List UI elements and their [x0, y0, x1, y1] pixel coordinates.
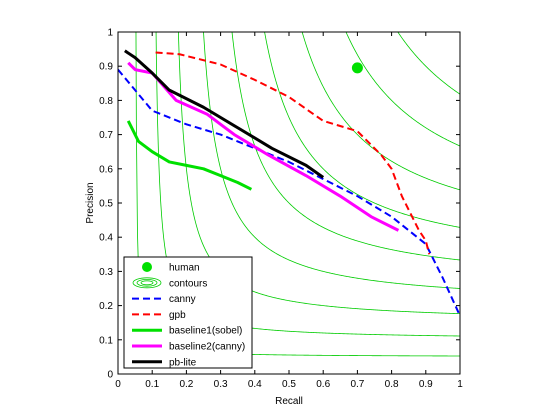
x-tick-label: 0.2	[179, 379, 193, 390]
series-line-canny	[118, 68, 460, 317]
contour-line	[203, 32, 460, 289]
legend-label-human: human	[169, 263, 200, 274]
legend-label-baseline1-sobel-: baseline1(sobel)	[169, 326, 242, 337]
series-layer	[118, 49, 460, 317]
x-tick-label: 0.9	[419, 379, 433, 390]
legend-label-pb-lite: pb-lite	[169, 357, 197, 368]
x-tick-label: 0.5	[282, 379, 296, 390]
y-tick-label: 0.1	[99, 335, 113, 346]
contour-line	[345, 32, 460, 147]
y-tick-label: 0.5	[99, 199, 113, 210]
legend-label-baseline2-canny-: baseline2(canny)	[169, 342, 245, 353]
series-line-pb-lite	[124, 49, 325, 179]
axis-ticks: 0 0.1 0.2 0.3 0.4 0.5 0.6 0.7 0.8 0.9 1 0 0.1 0.2 0.3 0…	[99, 28, 463, 391]
series-point-human	[351, 62, 363, 74]
y-tick-label: 0.8	[99, 96, 113, 107]
contour-line	[264, 32, 460, 228]
x-tick-label: 0.6	[316, 379, 330, 390]
legend: human contours canny gpb baseline1(sobel) bas…	[123, 256, 253, 369]
series-line-baseline1-sobel-	[126, 120, 253, 191]
y-tick-label: 0.3	[99, 267, 113, 278]
legend-contour-ring	[132, 277, 162, 289]
legend-label-canny: canny	[169, 294, 196, 305]
x-tick-label: 0	[115, 379, 121, 390]
x-tick-label: 0.3	[214, 379, 228, 390]
x-tick-label: 0.1	[145, 379, 159, 390]
contour-line	[301, 32, 460, 191]
y-tick-label: 0.6	[99, 164, 113, 175]
y-tick-label: 1	[107, 28, 113, 39]
series-line-baseline2-canny-	[127, 61, 400, 232]
y-tick-label: 0.2	[99, 301, 113, 312]
y-tick-label: 0	[107, 370, 113, 381]
y-tick-label: 0.4	[99, 233, 113, 244]
y-tick-label: 0.7	[99, 130, 113, 141]
y-axis-label: Precision	[85, 182, 96, 223]
legend-label-gpb: gpb	[169, 310, 186, 321]
x-tick-label: 0.8	[385, 379, 399, 390]
legend-contour-ring	[136, 278, 158, 287]
legend-swatch-human	[142, 262, 152, 272]
legend-box	[123, 256, 253, 369]
legend-label-contours: contours	[169, 278, 207, 289]
contour-line	[397, 32, 460, 95]
x-axis-label: Recall	[275, 396, 303, 407]
legend-contour-ring	[140, 280, 154, 286]
legend-swatch-contours	[132, 277, 162, 289]
contour-line	[231, 32, 460, 261]
x-tick-label: 1	[457, 379, 463, 390]
y-tick-label: 0.9	[99, 62, 113, 73]
series-line-gpb	[155, 51, 431, 255]
x-tick-label: 0.4	[248, 379, 262, 390]
x-tick-label: 0.7	[350, 379, 364, 390]
